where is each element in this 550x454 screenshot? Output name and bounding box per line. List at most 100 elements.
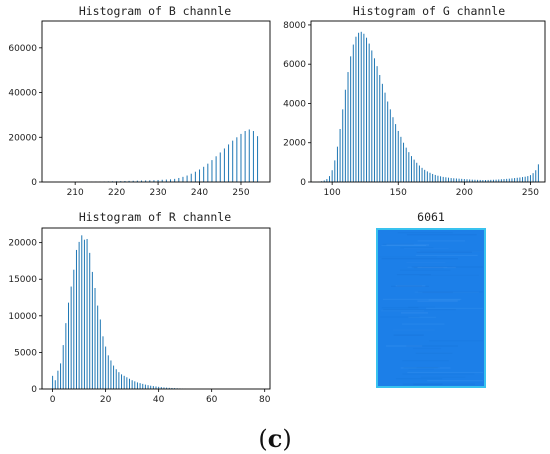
histogram-r-bar (128, 378, 130, 389)
histogram-g-bar (376, 66, 378, 182)
sample-image-streak (415, 352, 453, 354)
histogram-g-bar (360, 31, 362, 182)
sample-image-streak (408, 368, 434, 370)
histogram-g-bar (326, 179, 328, 182)
histogram-g-bar (424, 169, 426, 182)
histogram-r-ytick-label: 15000 (8, 275, 37, 285)
histogram-r-bar (62, 345, 64, 389)
sample-image-streak (381, 258, 458, 260)
histogram-b-bar (165, 179, 167, 182)
histogram-b-bar (140, 180, 142, 182)
sample-image-streak (406, 261, 446, 263)
sample-image-streak (402, 360, 449, 362)
sample-image-streak (414, 291, 479, 293)
histogram-b-panel: Histogram of B channle 210 220 230 240 25002… (8, 4, 271, 198)
histogram-g-bar (379, 74, 381, 182)
histogram-g-bar (440, 176, 442, 182)
histogram-r-xtick-label: 80 (259, 395, 271, 405)
histogram-r-frame (41, 227, 271, 390)
histogram-b-ytick-label: 60000 (8, 44, 37, 54)
histogram-r-bar (160, 387, 162, 389)
sample-image-streak (406, 234, 477, 236)
histogram-g-panel: Histogram of G channle 100 150 200 250 0 2000… (283, 4, 546, 198)
histogram-g-bar (381, 83, 383, 182)
histogram-b-bar (190, 173, 192, 182)
sample-image-streak (396, 274, 431, 276)
sample-image-streak (392, 329, 435, 331)
histogram-g-bar (397, 130, 399, 182)
sample-image-title: 6061 (417, 210, 445, 224)
histogram-r-bar (75, 249, 77, 389)
histogram-g-bar (490, 179, 492, 182)
histogram-r-bar (70, 286, 72, 389)
histogram-b-bar (252, 131, 254, 182)
histogram-g-ytick-label: 2000 (283, 139, 306, 149)
histogram-b-ytick-label: 0 (31, 178, 37, 188)
histogram-r-bar (65, 323, 67, 389)
sample-image-streak (416, 251, 472, 253)
histogram-g-bar (471, 179, 473, 182)
histogram-r-bar (150, 385, 152, 389)
sample-image-streak (395, 285, 426, 287)
caption-open-paren: ( (258, 425, 267, 453)
sample-image-streak (386, 244, 430, 246)
histogram-r-xtick-label: 40 (153, 395, 165, 405)
histogram-r-bar (68, 302, 70, 389)
histogram-g-ytick-label: 0 (300, 178, 306, 188)
histogram-g-bar (408, 152, 410, 182)
histogram-r-ytick-label: 20000 (8, 239, 37, 249)
sample-image-streak (403, 247, 449, 249)
sample-image-streak (419, 274, 479, 276)
sample-image-streak (420, 376, 466, 378)
sample-image-streak (412, 347, 442, 350)
histogram-g-ytick-label: 8000 (283, 21, 306, 31)
histogram-g-bar (389, 109, 391, 182)
histogram-g-bar (495, 179, 497, 182)
histogram-g-bar (342, 109, 344, 182)
histogram-r-bar (78, 241, 80, 389)
histogram-g-bar (334, 160, 336, 182)
histogram-r-bar (91, 271, 93, 389)
histogram-r-bar (60, 363, 62, 389)
histogram-b-bar (145, 180, 147, 182)
histogram-b-xtick-label: 210 (67, 188, 84, 198)
histogram-r-bar (147, 385, 149, 389)
histogram-r-bar (57, 370, 59, 389)
histogram-r-bar (163, 387, 165, 389)
histogram-r-bar (136, 382, 138, 389)
sample-image-streak (429, 340, 483, 342)
histogram-g-bar (366, 37, 368, 182)
sample-image-streak (411, 266, 483, 268)
histogram-g-bar (458, 178, 460, 182)
histogram-g-bar (392, 117, 394, 182)
histogram-g-bar (532, 173, 534, 182)
sample-image-texture (379, 232, 483, 385)
histogram-g-bar (524, 176, 526, 182)
sample-image-streak (418, 291, 483, 293)
histogram-g-bar (421, 167, 423, 182)
histogram-b-title: Histogram of B channle (79, 4, 231, 18)
histogram-g-bar (479, 179, 481, 182)
histogram-b-bar (174, 178, 176, 182)
histogram-r-bar (118, 372, 120, 389)
histogram-b-xtick-label: 230 (149, 188, 166, 198)
histogram-g-bar (395, 124, 397, 182)
sample-image-streak (416, 250, 483, 252)
sample-image-streak (407, 371, 483, 374)
histogram-g-bar (371, 50, 373, 183)
histogram-g-axes: 100 150 200 250 0 2000 4000 6000 8000 (283, 21, 539, 198)
histogram-g-bar (373, 58, 375, 182)
histogram-r-ytick-label: 10000 (8, 312, 37, 322)
histogram-g-ytick-label: 4000 (283, 99, 306, 109)
histogram-b-xtick-label: 220 (108, 188, 125, 198)
histogram-r-bar (102, 336, 104, 389)
sample-image-streak (427, 380, 483, 382)
sample-image-border (376, 228, 486, 388)
histogram-g-bar (387, 101, 389, 182)
histogram-b-bar (207, 163, 209, 182)
histogram-b-bar (240, 133, 242, 182)
histogram-g-bar (498, 179, 500, 182)
histogram-r-bar (139, 383, 141, 389)
histogram-g-bar (529, 175, 531, 182)
histogram-r-bar (113, 365, 115, 389)
